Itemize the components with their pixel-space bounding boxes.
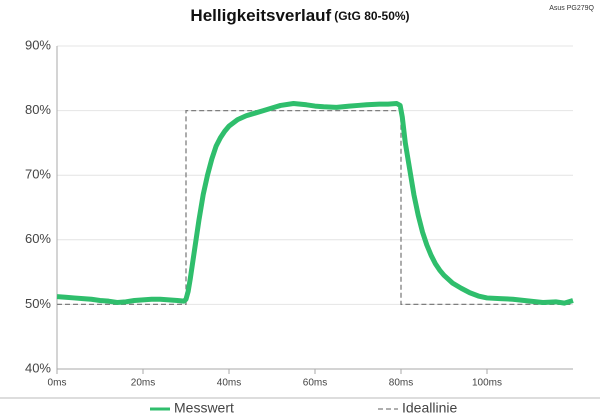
title: Helligkeitsverlauf bbox=[190, 6, 331, 25]
y-tick-label: 80% bbox=[25, 102, 51, 117]
y-tick-label: 70% bbox=[25, 167, 51, 182]
x-tick-label: 20ms bbox=[131, 378, 155, 389]
x-tick-label: 60ms bbox=[303, 378, 327, 389]
chart-title: Helligkeitsverlauf (GtG 80-50%) bbox=[190, 6, 409, 25]
y-tick-label: 60% bbox=[25, 231, 51, 246]
series-line bbox=[56, 100, 574, 306]
y-tick-label: 50% bbox=[25, 296, 51, 311]
annotation: Asus PG279Q bbox=[549, 5, 594, 12]
x-tick-label: 80ms bbox=[389, 378, 413, 389]
ideal-line bbox=[57, 109, 573, 306]
x-tick-label: 100ms bbox=[472, 378, 502, 389]
y-tick-label: 40% bbox=[25, 360, 51, 375]
legend: Messwert Ideallinie bbox=[150, 400, 457, 416]
legend-label: Ideallinie bbox=[402, 400, 457, 416]
legend-label: Messwert bbox=[174, 400, 234, 416]
x-tick-label: 40ms bbox=[217, 378, 241, 389]
x-tick-label: 0ms bbox=[48, 378, 67, 389]
subtitle: (GtG 80-50%) bbox=[334, 9, 409, 23]
y-tick-label: 90% bbox=[25, 37, 51, 52]
